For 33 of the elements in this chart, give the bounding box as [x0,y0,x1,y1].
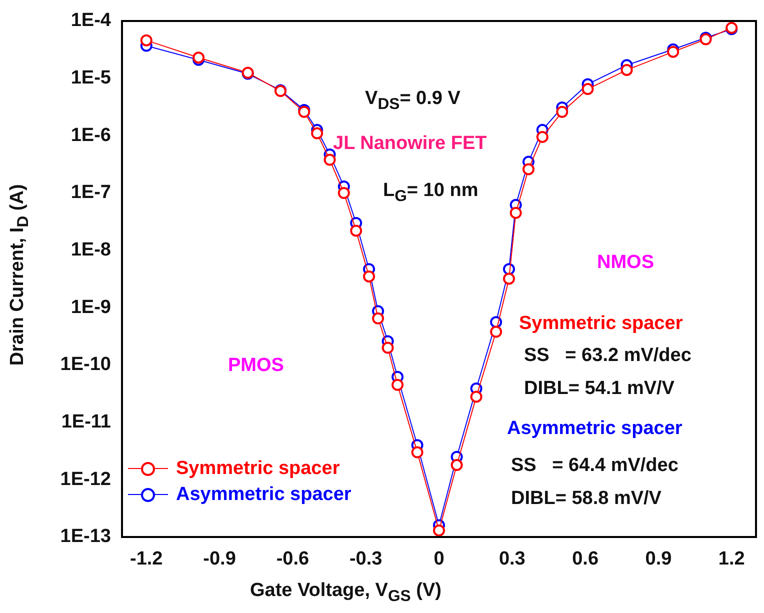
annotation: SS = 63.2 mV/dec [524,345,692,367]
legend-label: Asymmetric spacer [176,484,352,506]
x-tick-label: -0.9 [203,548,236,570]
y-tick-label: 1E-9 [70,296,111,318]
annotation: Asymmetric spacer [507,418,682,440]
y-tick-label: 1E-13 [60,526,111,548]
y-tick-label: 1E-8 [70,240,111,261]
annotation: L$_{G}$= 10 nm [383,180,478,206]
annotation: DIBL= 54.1 mV/V [524,378,674,400]
x-axis-title: Gate Voltage, V$_{GS}$ (V) [250,580,442,606]
y-tick-label: 1E-12 [60,468,111,490]
annotation: Symmetric spacer [519,313,683,335]
y-tick-label: 1E-11 [61,412,112,433]
annotation: DIBL= 58.8 mV/V [511,488,662,510]
x-tick-label: 0.6 [572,548,599,570]
annotation: NMOS [597,252,654,274]
x-tick-label: 0.9 [645,548,672,570]
x-tick-label: 0.3 [498,548,526,570]
y-tick-label: 1E-7 [70,182,111,204]
x-tick-label: 0 [434,548,444,570]
x-tick-label: -0.6 [276,548,310,570]
x-tick-label: -1.2 [130,548,163,570]
x-tick-label: 1.2 [718,548,745,570]
y-tick-label: 1E-6 [70,124,111,146]
y-tick-label: 1E-10 [60,354,111,376]
annotation: PMOS [228,355,284,377]
annotation: V$_{DS}$= 0.9 V [365,88,460,114]
annotation: JL Nanowire FET [333,133,487,155]
x-tick-label: -0.3 [349,548,382,570]
y-tick-label: 1E-4 [70,10,112,32]
annotation: SS = 64.4 mV/dec [511,455,678,477]
y-tick-label: 1E-5 [70,68,112,89]
legend-label: Symmetric spacer [176,458,340,480]
